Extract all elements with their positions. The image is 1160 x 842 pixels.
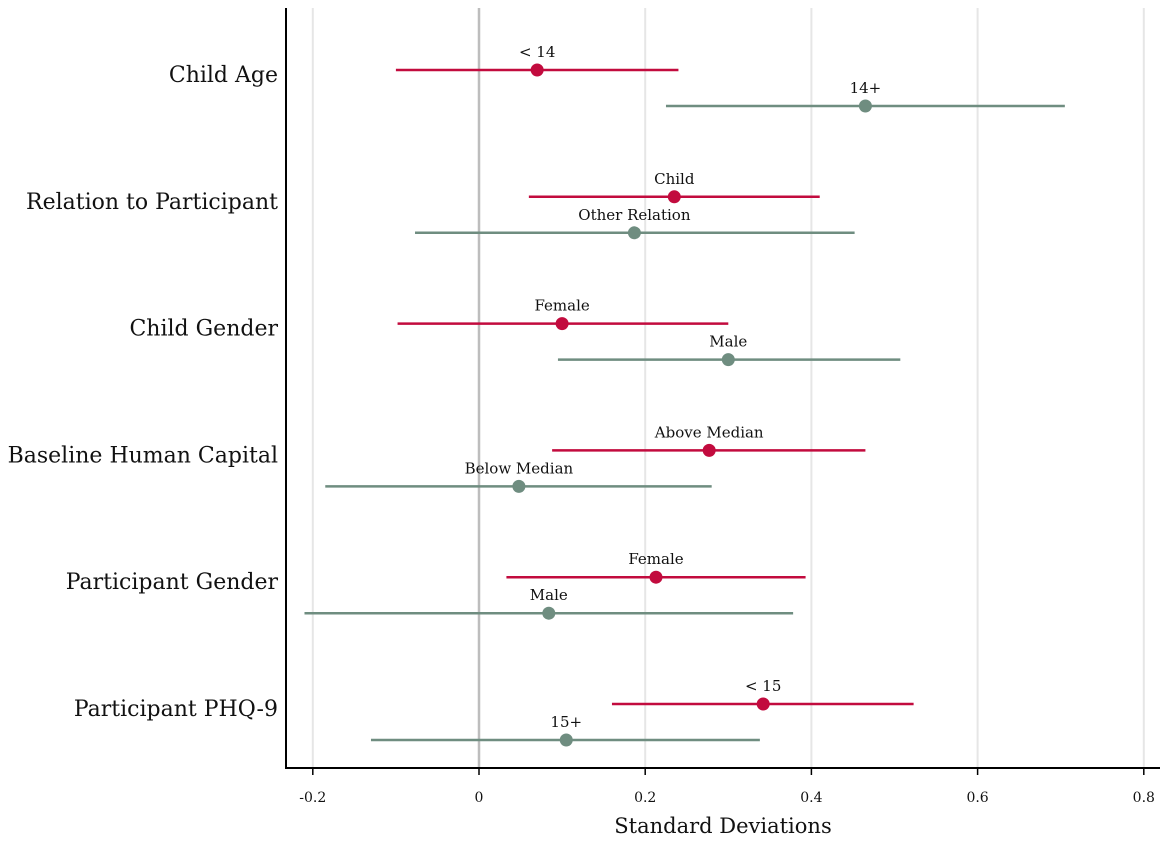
estimate-group: < 14 bbox=[395, 43, 679, 77]
point-estimate bbox=[858, 99, 872, 113]
category-label: Participant PHQ-9 bbox=[74, 697, 278, 722]
x-tick-label: 0.4 bbox=[800, 790, 822, 806]
estimate-group: Below Median bbox=[325, 459, 712, 493]
category-label: Child Gender bbox=[129, 317, 278, 342]
x-tick-label: -0.2 bbox=[299, 790, 326, 806]
group-label: Other Relation bbox=[578, 206, 691, 224]
group-label: Female bbox=[534, 297, 589, 315]
point-estimate bbox=[667, 190, 681, 204]
point-estimate bbox=[512, 479, 526, 493]
group-label: Male bbox=[709, 333, 747, 351]
grid-lines bbox=[311, 8, 1145, 768]
category-label: Relation to Participant bbox=[26, 190, 278, 215]
point-estimate bbox=[559, 733, 573, 747]
estimate-group: Other Relation bbox=[415, 206, 855, 240]
point-estimate bbox=[721, 353, 735, 367]
point-estimate bbox=[649, 570, 663, 584]
group-label: Below Median bbox=[465, 459, 574, 477]
plot-frame bbox=[285, 8, 1160, 769]
group-label: 14+ bbox=[850, 79, 882, 97]
estimates: < 14 14+ Child Other Relation Female Male Abov… bbox=[304, 43, 1065, 747]
point-estimate bbox=[530, 63, 544, 77]
estimate-group: Female bbox=[506, 550, 806, 584]
point-estimate bbox=[627, 226, 641, 240]
x-tick-label: 0.6 bbox=[966, 790, 988, 806]
estimate-group: Male bbox=[557, 333, 901, 367]
category-label: Baseline Human Capital bbox=[8, 443, 278, 468]
estimate-group: Child bbox=[528, 170, 820, 204]
category-label: Participant Gender bbox=[66, 570, 279, 595]
estimate-group: Male bbox=[304, 586, 794, 620]
group-label: Above Median bbox=[654, 423, 764, 441]
point-estimate bbox=[542, 606, 556, 620]
group-label: 15+ bbox=[550, 713, 582, 731]
group-label: Female bbox=[628, 550, 683, 568]
point-estimate bbox=[756, 697, 770, 711]
category-label: Child Age bbox=[169, 63, 278, 88]
x-axis-ticks: -0.2 0 0.2 0.4 0.6 0.8 bbox=[299, 768, 1155, 806]
estimate-group: Above Median bbox=[552, 423, 866, 457]
point-estimate bbox=[702, 443, 716, 457]
x-tick-label: 0 bbox=[475, 790, 484, 806]
estimate-group: 14+ bbox=[665, 79, 1065, 113]
group-label: Child bbox=[654, 170, 695, 188]
group-label: Male bbox=[530, 586, 568, 604]
estimate-group: < 15 bbox=[611, 677, 914, 711]
group-label: < 14 bbox=[519, 43, 555, 61]
x-tick-label: 0.8 bbox=[1133, 790, 1155, 806]
group-label: < 15 bbox=[745, 677, 781, 695]
estimate-group: 15+ bbox=[370, 713, 760, 747]
x-axis-title: Standard Deviations bbox=[614, 814, 831, 838]
estimate-group: Female bbox=[397, 297, 729, 331]
x-tick-label: 0.2 bbox=[634, 790, 656, 806]
point-estimate bbox=[555, 317, 569, 331]
category-labels: Child Age Relation to Participant Child Ge… bbox=[8, 63, 279, 722]
